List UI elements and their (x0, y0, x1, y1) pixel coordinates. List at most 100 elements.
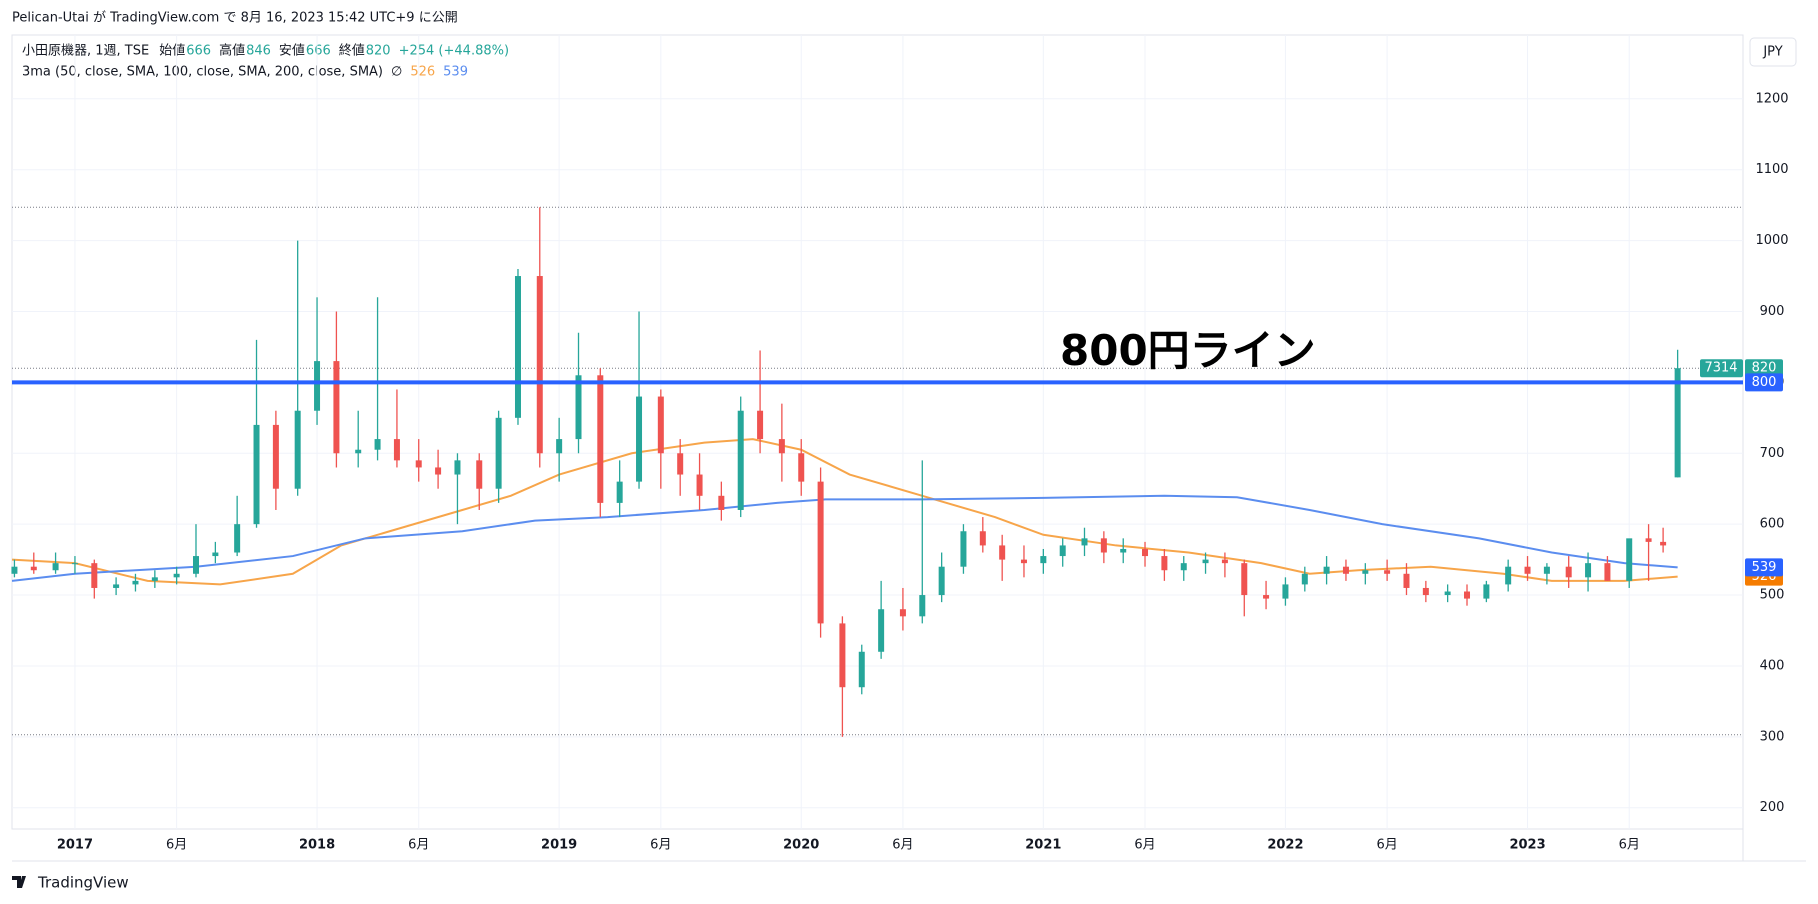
legend-text: 小田原機器, 1週, TSE (22, 44, 149, 59)
candle-body (1323, 566, 1330, 574)
candle-body (616, 481, 623, 503)
candle-body (938, 566, 945, 596)
price-badge-label: 539 (1752, 560, 1777, 575)
y-tick-label: 1000 (1755, 233, 1788, 248)
candle-body (11, 566, 18, 574)
candle-body (1626, 538, 1633, 581)
candle-body (91, 563, 98, 588)
candle-body (1565, 566, 1572, 578)
candle-body (1081, 538, 1088, 546)
price-badge-label: 800 (1752, 375, 1777, 390)
candle-body (899, 609, 906, 617)
candle-body (1422, 587, 1429, 596)
x-tick-label: 2019 (541, 838, 577, 853)
candle-body (1524, 566, 1531, 574)
x-tick-label: 6月 (892, 838, 913, 853)
level-label: 800円ライン (1060, 326, 1316, 375)
y-tick-label: 200 (1760, 800, 1785, 815)
candle-body (1059, 545, 1066, 557)
candle-body (71, 563, 78, 565)
price-badge-label: 820 (1752, 361, 1777, 376)
candle-body (1403, 573, 1410, 588)
candle-body (454, 460, 461, 475)
x-tick-label: 6月 (1619, 838, 1640, 853)
candle-body (1100, 538, 1107, 553)
x-tick-label: 2018 (299, 838, 335, 853)
x-tick-label: 2021 (1025, 838, 1061, 853)
candle-body (113, 584, 120, 588)
currency-button[interactable] (1749, 37, 1797, 67)
candle-body (333, 361, 340, 454)
candle-body (1483, 584, 1490, 599)
candle-body (798, 453, 805, 482)
candle-body (151, 577, 158, 581)
candle-body (435, 467, 442, 475)
y-tick-label: 700 (1760, 446, 1785, 461)
candle-body (657, 396, 664, 454)
candle-body (597, 375, 604, 503)
candle-body (1301, 573, 1308, 585)
price-tag (1700, 359, 1743, 378)
brand: TradingView (37, 874, 129, 892)
candle-body (1444, 591, 1451, 596)
x-tick-label: 2023 (1509, 838, 1545, 853)
candle-body (476, 460, 483, 489)
candle-body (314, 361, 321, 411)
candle-body (757, 410, 764, 440)
candle-body (1464, 591, 1471, 599)
legend-text: ∅ (391, 65, 402, 80)
candle-body (415, 460, 422, 468)
candle-body (253, 424, 260, 525)
candle-body (212, 552, 219, 557)
moving-average (11, 494, 1678, 582)
candle-body (718, 495, 725, 510)
candle-body (1674, 368, 1681, 478)
y-tick-label: 500 (1760, 588, 1785, 603)
candle-body (636, 396, 643, 482)
candle-body (737, 410, 744, 510)
y-tick-label: 1100 (1755, 162, 1788, 177)
candle-body (1342, 566, 1349, 574)
plot-frame (11, 34, 1744, 830)
legend-text: 3ma (50, close, SMA, 100, close, SMA, 20… (22, 65, 383, 80)
x-tick-label: 6月 (408, 838, 429, 853)
legend-text: +254 (+44.88%) (399, 44, 509, 59)
price-badge (1745, 558, 1783, 577)
legend: 小田原機器, 1週, TSE 始値 666 高値 846 安値 666 終値 820 +254 (… (22, 43, 509, 59)
candle-body (1645, 538, 1652, 542)
candle-body (132, 580, 139, 585)
candle-body (979, 531, 986, 546)
candle-body (173, 573, 180, 578)
candle-body (393, 439, 400, 461)
candle-body (1202, 559, 1209, 564)
candle-body (960, 531, 967, 567)
y-tick-label: 1200 (1755, 91, 1788, 106)
currency-label[interactable]: JPY (1762, 45, 1782, 60)
legend-text: 安値 (279, 43, 305, 59)
candle-body (858, 651, 865, 688)
candle-body (52, 563, 59, 571)
candle-body (272, 424, 279, 489)
candle-body (514, 276, 521, 418)
candle-body (1384, 570, 1391, 574)
candle-body (919, 595, 926, 617)
candle-body (355, 449, 362, 454)
candle-body (817, 481, 824, 624)
x-tick-label: 2020 (783, 838, 819, 853)
legend-text: 666 (186, 44, 211, 59)
y-tick-label: 300 (1760, 729, 1785, 744)
candle-body (839, 623, 846, 688)
moving-average (11, 438, 1678, 586)
candle-body (1161, 556, 1168, 571)
y-tick-label: 400 (1760, 658, 1785, 673)
y-tick-label: 900 (1760, 304, 1785, 319)
price-badge (1745, 359, 1783, 378)
legend-text: 846 (246, 44, 271, 59)
candle-body (192, 556, 199, 574)
price-badge (1745, 373, 1783, 392)
candle-body (1543, 566, 1550, 574)
candle-body (1040, 556, 1047, 564)
candle-body (1241, 563, 1248, 596)
candle-body (536, 276, 543, 454)
